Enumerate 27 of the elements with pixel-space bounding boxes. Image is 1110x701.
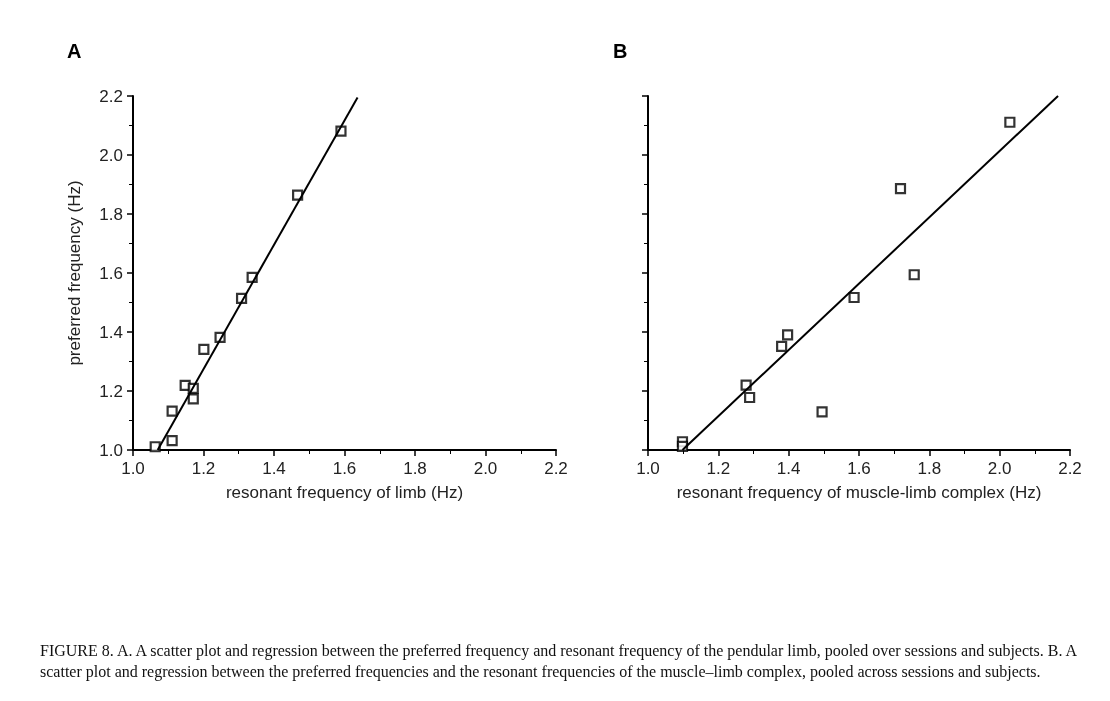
x-tick-label: 1.6 (847, 459, 871, 478)
x-tick-label: 1.2 (191, 459, 216, 478)
caption: FIGURE 8. A. A scatter plot and regression between the preferred frequency and resonant frequency of the pendular limb, pooled over sessions and subjects. B. A scatter plot and regression between the preferred frequencies and the resonant frequencies of the muscle–limb complex, pooled across sessions and subjects. (40, 641, 1078, 682)
x-tick-label: 1.0 (636, 459, 660, 478)
y-axis-title: preferred frequency (Hz) (65, 180, 84, 366)
x-axis-title: resonant frequency of muscle-limb complex (Hz) (676, 483, 1042, 503)
x-tick-label: 1.4 (776, 459, 801, 478)
x-tick-label: 1.4 (262, 459, 286, 478)
x-tick-label: 1.8 (403, 459, 427, 478)
x-tick-label: 1.2 (706, 459, 731, 478)
x-tick-label: 2.2 (1058, 459, 1082, 478)
y-tick-label: 1.2 (99, 381, 123, 401)
x-axis-title: resonant frequency of limb (Hz) (225, 483, 464, 503)
y-tick-label: 2.0 (99, 145, 123, 165)
x-tick-label: 2.0 (473, 459, 498, 478)
y-tick-label: 1.4 (99, 322, 123, 342)
y-tick-label: 1.8 (99, 204, 123, 224)
chart-title: A (67, 40, 82, 62)
x-tick-label: 2.0 (987, 459, 1012, 478)
y-tick-label: 1.6 (99, 263, 123, 283)
y-tick-label: 1.0 (99, 440, 123, 460)
x-tick-label: 1.6 (332, 459, 357, 478)
x-tick-label: 2.2 (544, 459, 568, 478)
x-tick-label: 1.8 (917, 459, 942, 478)
x-tick-label: 1.0 (121, 459, 145, 478)
y-tick-label: 2.2 (99, 86, 123, 106)
chart-title: B (613, 40, 628, 62)
